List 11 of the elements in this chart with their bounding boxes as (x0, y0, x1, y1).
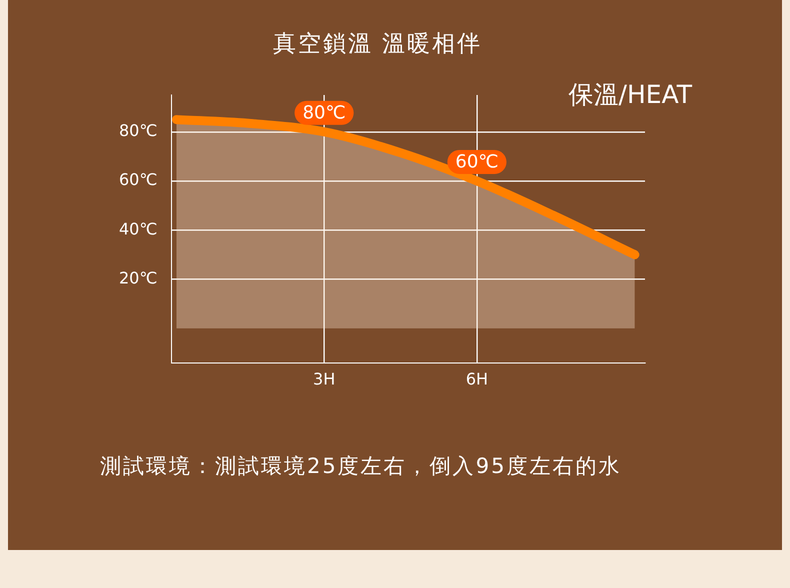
chart-subtitle: 保溫/HEAT (568, 79, 692, 111)
y-tick-label: 60℃ (119, 170, 158, 190)
y-tick-label: 40℃ (119, 219, 158, 238)
annotation: 60℃ (455, 152, 498, 173)
annotation: 80℃ (302, 102, 346, 124)
x-tick-label: 6H (466, 370, 488, 389)
x-tick-label: 3H (313, 370, 336, 389)
chart-title: 真空鎖溫 溫暖相伴 (272, 30, 484, 59)
text: 測試環境：測試環境25度左右，倒入95度左右的水 (100, 453, 622, 480)
y-tick-label: 20℃ (119, 268, 158, 288)
y-tick-label: 80℃ (119, 121, 158, 140)
